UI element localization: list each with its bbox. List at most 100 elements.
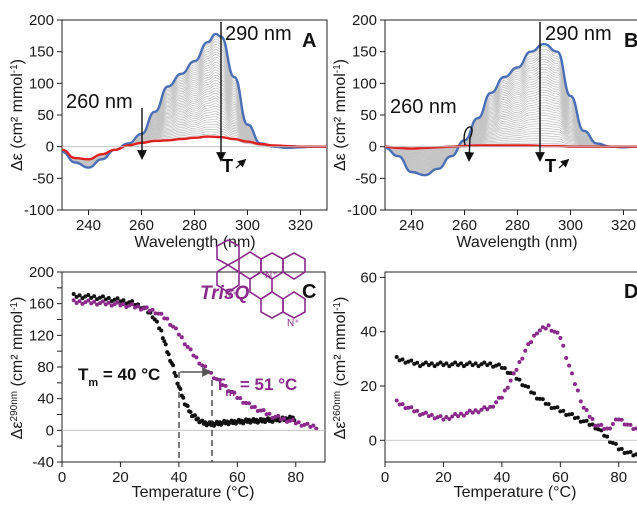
data-point — [482, 405, 487, 410]
data-point — [112, 302, 117, 307]
y-tick-label: -50 — [355, 170, 377, 187]
data-point — [578, 419, 583, 424]
data-point — [397, 402, 402, 407]
data-point — [461, 413, 466, 418]
arrow-260 — [463, 126, 475, 162]
first-spectrum-line — [61, 32, 327, 169]
data-point — [575, 388, 580, 393]
data-point — [188, 347, 193, 352]
temperature-t: T — [545, 156, 556, 176]
data-point — [121, 301, 126, 306]
data-point — [625, 450, 630, 455]
data-point — [423, 360, 428, 365]
data-point — [305, 421, 310, 426]
data-point — [160, 336, 165, 341]
y-tick-label: 150 — [352, 44, 377, 61]
data-point — [537, 396, 542, 401]
data-point — [144, 305, 149, 310]
data-point — [514, 367, 519, 372]
data-point — [523, 348, 528, 353]
x-axis-label: Wavelength (nm) — [456, 234, 577, 251]
data-point — [203, 364, 208, 369]
data-point — [473, 361, 478, 366]
data-point — [194, 355, 199, 360]
data-point — [409, 405, 414, 410]
data-point — [163, 342, 168, 347]
y-tick-label: 0 — [46, 139, 54, 156]
data-point — [470, 363, 475, 368]
data-point — [599, 422, 604, 427]
x-tick-label: 280 — [182, 217, 207, 234]
data-point — [185, 344, 190, 349]
data-point — [173, 326, 178, 331]
data-point — [543, 326, 548, 331]
y-tick-label: 200 — [352, 12, 377, 29]
data-point — [613, 417, 618, 422]
data-point — [415, 360, 420, 365]
data-point — [532, 391, 537, 396]
data-point — [217, 377, 222, 382]
y-tick-label: 80 — [37, 359, 54, 376]
x-axis-label: Wavelength (nm) — [134, 234, 255, 251]
data-point — [444, 361, 449, 366]
data-point — [238, 396, 243, 401]
data-point — [458, 411, 463, 416]
data-point — [176, 332, 181, 337]
data-point — [121, 298, 126, 303]
data-point — [400, 402, 405, 407]
data-point — [476, 410, 481, 415]
data-point — [552, 405, 557, 410]
data-point — [517, 360, 522, 365]
data-point — [195, 416, 200, 421]
data-point — [494, 400, 499, 405]
data-point — [631, 426, 636, 431]
data-point — [191, 353, 196, 358]
x-tick-label: 60 — [229, 469, 246, 486]
data-point — [558, 409, 563, 414]
n-plus-label: N⁺ — [265, 270, 278, 281]
data-point — [458, 361, 463, 366]
data-point — [505, 385, 510, 390]
data-point — [596, 423, 601, 428]
data-point — [450, 362, 455, 367]
data-point — [314, 426, 319, 431]
data-point — [634, 426, 637, 431]
data-point — [610, 422, 615, 426]
data-point — [106, 300, 111, 305]
data-point — [546, 402, 551, 407]
data-point — [77, 293, 82, 298]
data-point — [593, 423, 598, 428]
y-tick-label: 0 — [369, 432, 377, 449]
data-point — [605, 434, 610, 439]
x-tick-label: 300 — [558, 217, 583, 234]
data-point — [564, 412, 569, 417]
x-tick-label: 260 — [452, 217, 477, 234]
data-point — [570, 371, 575, 376]
data-point — [628, 422, 633, 427]
data-point — [282, 416, 287, 421]
data-point — [511, 371, 516, 376]
data-point — [441, 363, 446, 368]
panel-letter-b: B — [624, 30, 637, 52]
panel-letter-c: C — [302, 281, 316, 303]
x-axis-label: Temperature (°C) — [132, 484, 255, 501]
data-point — [564, 355, 569, 360]
data-point — [130, 302, 135, 307]
data-point — [561, 343, 566, 348]
data-point — [261, 408, 266, 413]
data-point — [628, 450, 633, 455]
data-point — [264, 412, 269, 417]
n-plus-label: N⁺ — [225, 290, 238, 301]
data-point — [529, 340, 534, 345]
data-point — [587, 422, 592, 427]
data-point — [438, 360, 443, 365]
y-axis-label: Δε290nm (cm² mmol-1) — [9, 297, 27, 440]
panel-letter-d: D — [624, 281, 637, 303]
data-point — [584, 407, 589, 412]
data-point — [447, 364, 452, 369]
y-tick-label: 60 — [360, 269, 377, 286]
data-point — [241, 400, 246, 405]
data-point — [432, 364, 437, 369]
y-tick-label: 150 — [29, 44, 54, 61]
